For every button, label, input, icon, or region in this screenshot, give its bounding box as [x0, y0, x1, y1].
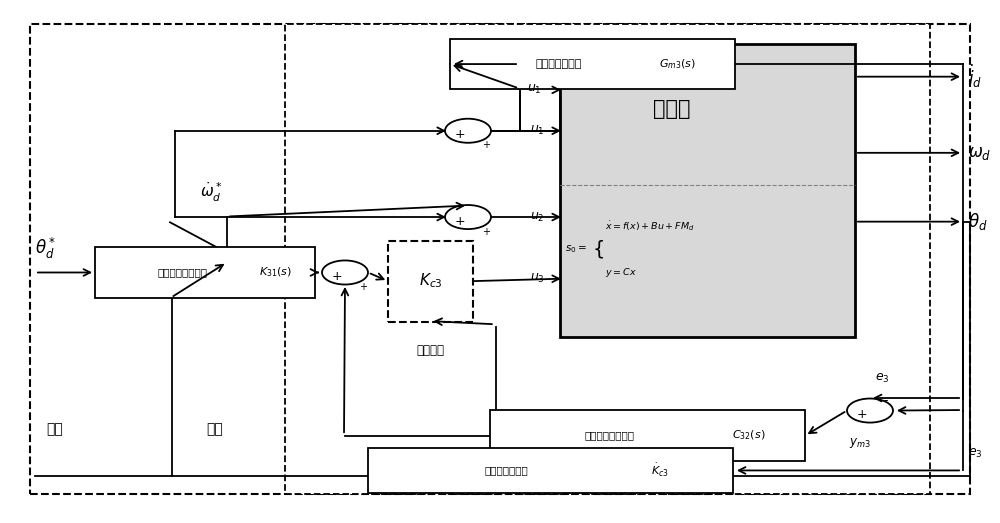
- Text: $\omega_d$: $\omega_d$: [968, 144, 991, 162]
- Text: +: +: [455, 129, 465, 141]
- Text: +: +: [332, 270, 342, 283]
- Text: $\{$: $\{$: [592, 238, 604, 260]
- Text: 位置环前置控制器: 位置环前置控制器: [158, 267, 208, 278]
- Text: 原系统: 原系统: [653, 99, 691, 119]
- Text: $y=Cx$: $y=Cx$: [605, 266, 637, 279]
- Text: $u_2$: $u_2$: [530, 210, 545, 224]
- Text: 内环: 内环: [207, 422, 223, 436]
- Circle shape: [445, 119, 491, 143]
- Text: +: +: [482, 226, 490, 237]
- Text: +: +: [455, 215, 465, 228]
- Circle shape: [847, 399, 893, 423]
- Text: $e_3$: $e_3$: [875, 372, 890, 385]
- Bar: [450, 39, 735, 89]
- Bar: [490, 410, 805, 461]
- Text: $K_{c3}$: $K_{c3}$: [419, 272, 442, 290]
- Text: $s_0=$: $s_0=$: [565, 244, 587, 255]
- Text: $\theta_d^*$: $\theta_d^*$: [35, 236, 56, 262]
- Bar: [368, 448, 733, 493]
- Text: 位置环参考模型: 位置环参考模型: [535, 59, 581, 69]
- Text: 外环: 外环: [47, 422, 63, 436]
- Circle shape: [445, 205, 491, 229]
- Text: $G_{m3}(s)$: $G_{m3}(s)$: [659, 57, 697, 71]
- Text: +: +: [482, 140, 490, 151]
- Bar: [285, 24, 930, 494]
- Circle shape: [322, 260, 368, 285]
- Text: $\dot{\omega}_d^*$: $\dot{\omega}_d^*$: [200, 180, 222, 203]
- Text: 位置环反馈控制器: 位置环反馈控制器: [585, 430, 635, 441]
- Bar: [95, 247, 315, 298]
- Bar: [560, 44, 855, 337]
- Text: $u_1$: $u_1$: [527, 83, 542, 96]
- Text: $\theta_d$: $\theta_d$: [968, 211, 988, 232]
- Text: $C_{32}(s)$: $C_{32}(s)$: [732, 429, 765, 442]
- Text: $u_1$: $u_1$: [530, 124, 545, 138]
- Text: +: +: [359, 282, 367, 292]
- Text: $K_{31}(s)$: $K_{31}(s)$: [259, 266, 292, 279]
- Bar: [388, 241, 473, 322]
- Text: $u_3$: $u_3$: [530, 272, 545, 286]
- Text: $y_{m3}$: $y_{m3}$: [849, 436, 871, 450]
- Text: 位置环自适应律: 位置环自适应律: [485, 465, 529, 475]
- Text: $\dot{K}_{c3}$: $\dot{K}_{c3}$: [651, 462, 669, 479]
- Text: +: +: [857, 408, 867, 421]
- Text: 可调增益: 可调增益: [416, 344, 444, 357]
- Text: -: -: [884, 394, 888, 406]
- Text: $e_3$: $e_3$: [968, 447, 983, 460]
- Text: $\dot{i}_d$: $\dot{i}_d$: [968, 63, 982, 90]
- Text: $\dot{x}=f(x)+Bu+FM_d$: $\dot{x}=f(x)+Bu+FM_d$: [605, 219, 695, 233]
